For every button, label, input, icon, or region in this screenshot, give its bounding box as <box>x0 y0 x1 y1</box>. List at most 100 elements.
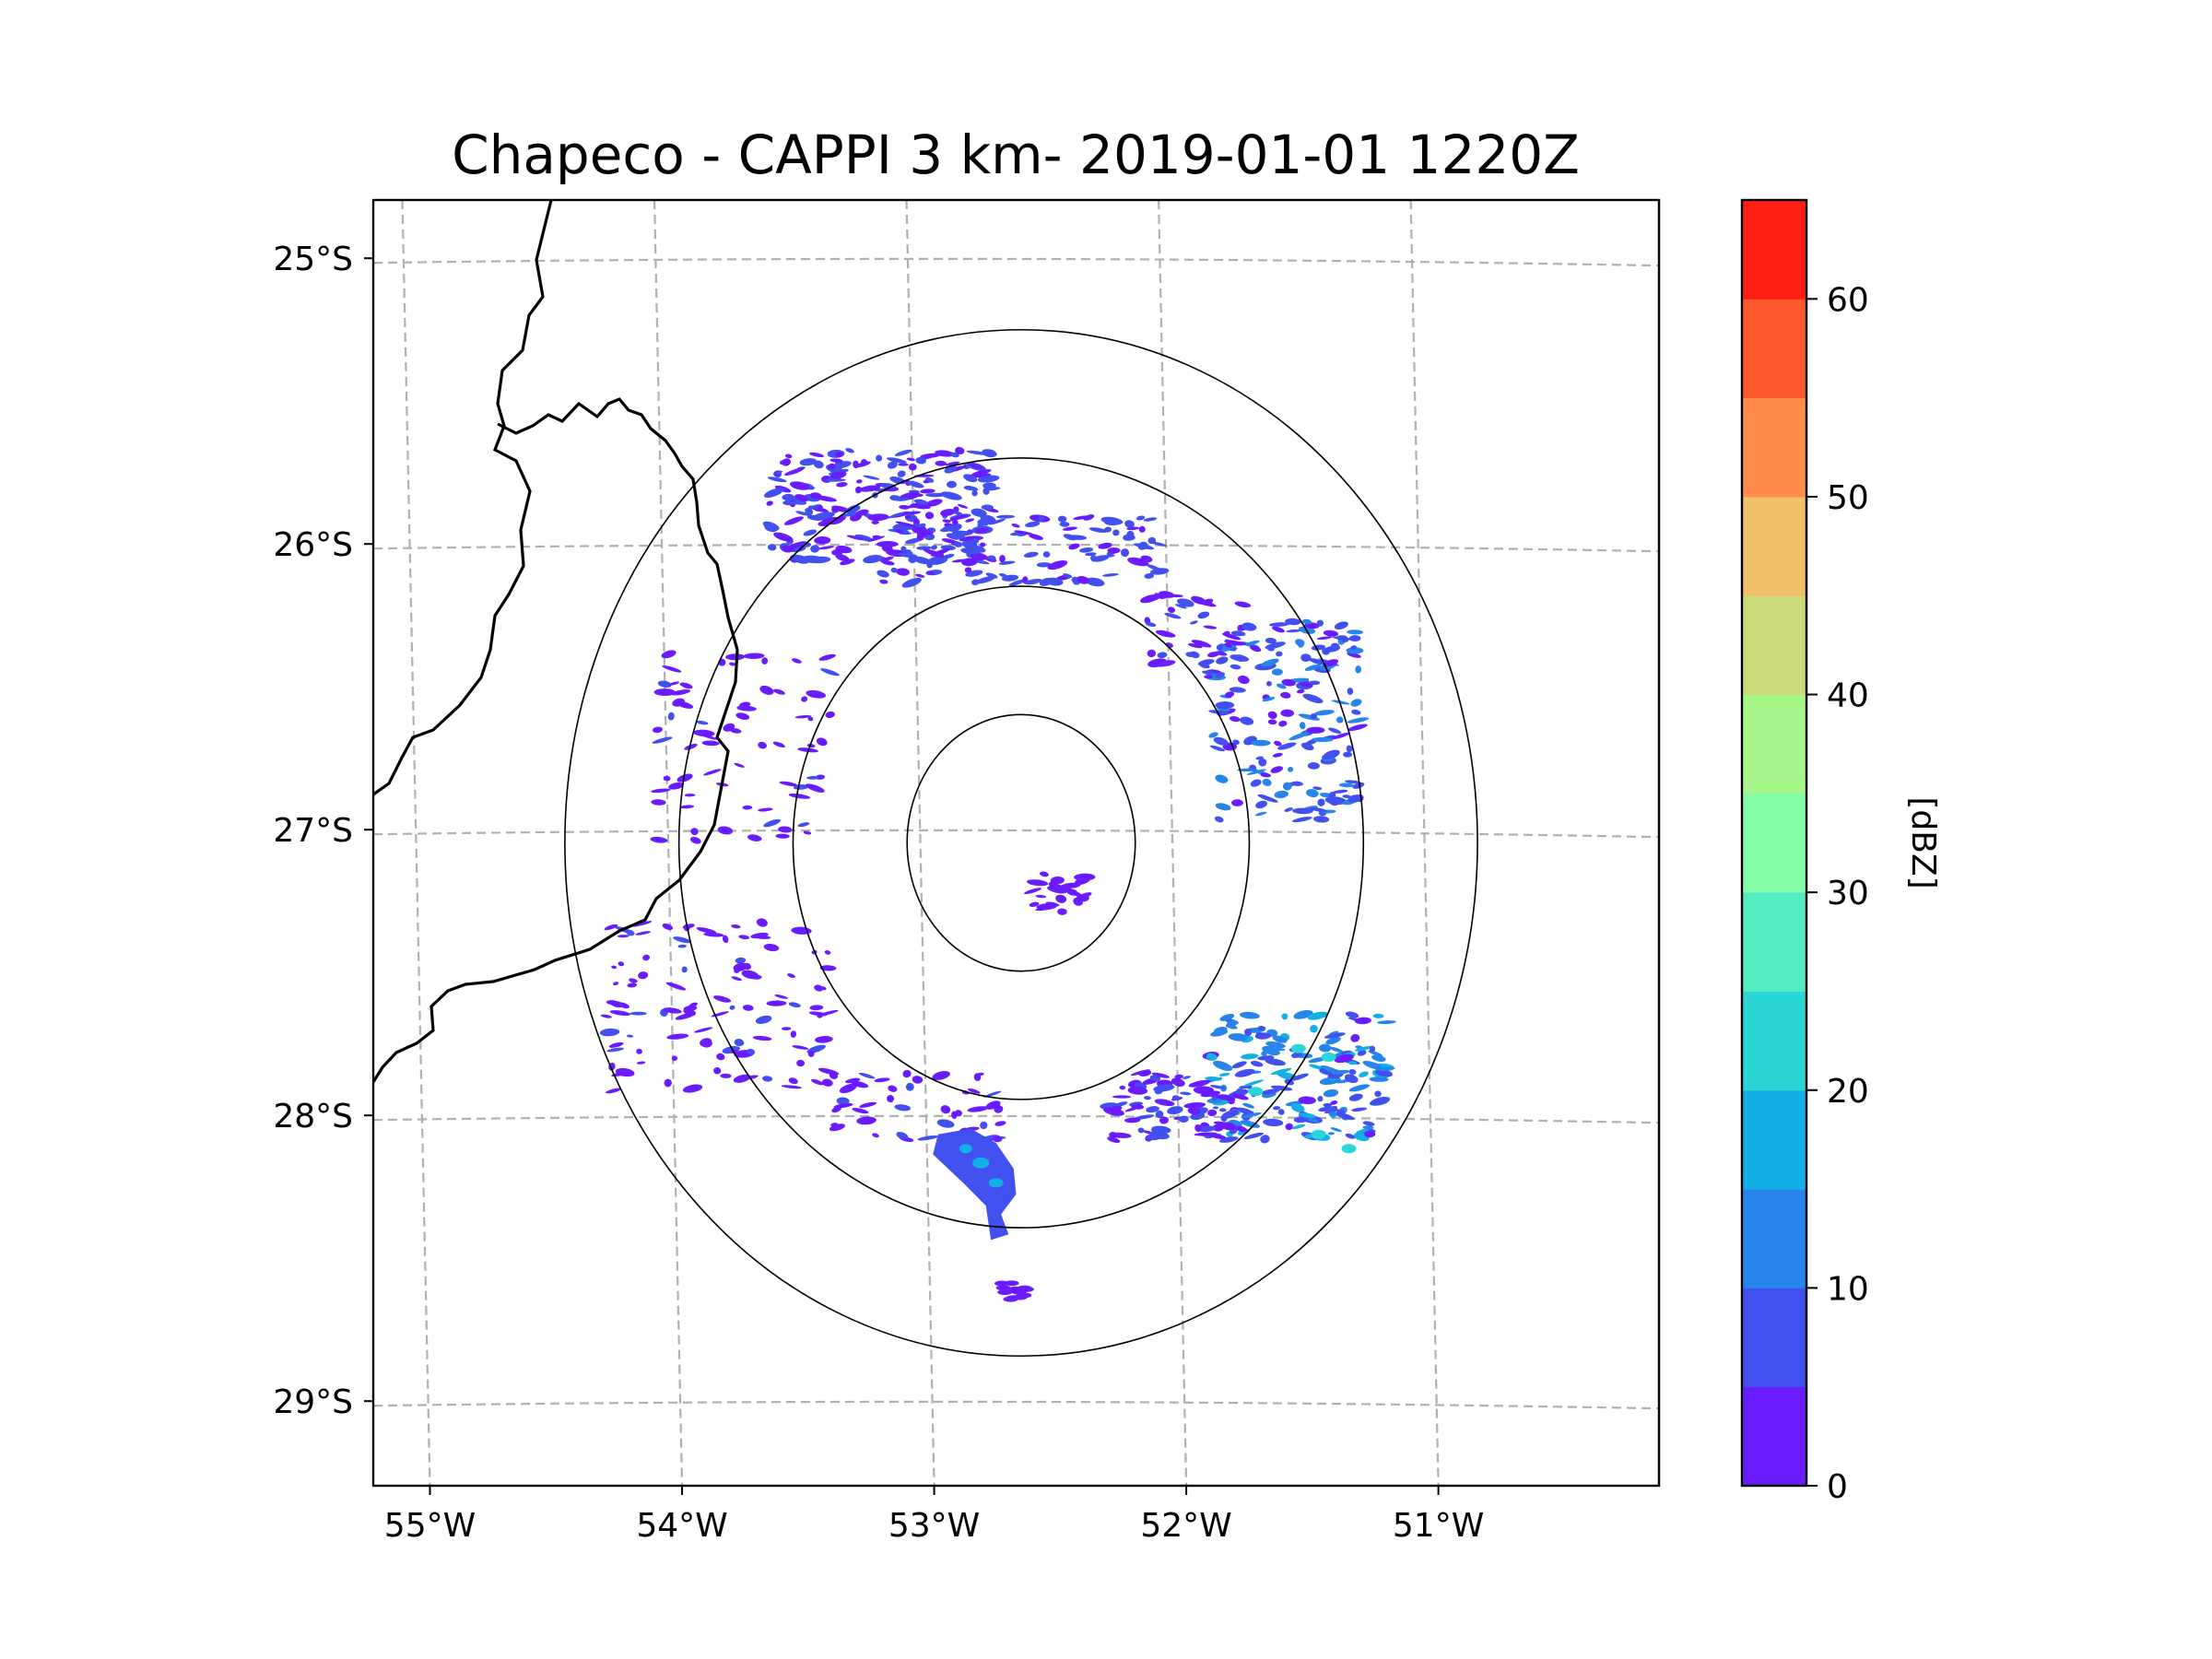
echo-speck <box>831 505 840 513</box>
echo-speck <box>1011 523 1020 528</box>
echo-speck <box>766 1000 787 1006</box>
echo-speck <box>690 828 699 836</box>
grid-meridian <box>1409 200 1440 1486</box>
echo-speck <box>743 1075 759 1080</box>
echo-speck <box>845 504 861 514</box>
echo-speck <box>904 511 922 515</box>
echo-speck <box>1155 1110 1164 1119</box>
echo-speck <box>965 518 975 523</box>
echo-speck <box>856 1116 877 1125</box>
echo-speck <box>1257 794 1278 803</box>
echo-speck <box>781 1085 803 1089</box>
echo-speck <box>897 470 906 477</box>
echo-speck <box>689 836 701 844</box>
echo-speck <box>1088 527 1108 534</box>
echo-speck <box>1246 769 1266 775</box>
echo-speck <box>1216 644 1223 651</box>
echo-speck <box>1319 1043 1332 1053</box>
echo-speck <box>1123 534 1135 541</box>
echo-speck <box>1298 713 1320 721</box>
echo-speck <box>1077 575 1090 584</box>
echo-speck <box>954 511 963 516</box>
echo-speck <box>813 460 824 469</box>
echo-speck <box>925 499 943 507</box>
echo-speck <box>1138 525 1146 533</box>
echo-speck <box>1143 517 1158 522</box>
echo-speck <box>1062 526 1077 531</box>
echo-speck <box>860 459 868 466</box>
echo-speck <box>700 1039 712 1048</box>
echo-speck <box>1324 1032 1346 1039</box>
echo-speck <box>1374 1090 1382 1098</box>
echo-speck <box>763 488 784 499</box>
border-line-north <box>373 200 553 796</box>
colorbar-bin <box>1742 793 1806 893</box>
echo-speck <box>1185 652 1194 657</box>
echo-speck <box>795 511 809 516</box>
echo-speck <box>913 499 928 505</box>
echo-speck <box>1348 1068 1357 1076</box>
echo-speck <box>1306 726 1325 734</box>
echo-speck <box>1323 629 1339 637</box>
gridlines <box>373 200 1659 1486</box>
echo-speck <box>1012 1294 1028 1300</box>
echo-speck <box>681 966 688 973</box>
echo-speck <box>1307 1011 1328 1020</box>
echo-speck <box>1215 803 1231 811</box>
echo-speck <box>1209 1085 1226 1089</box>
echo-speck <box>788 1077 798 1085</box>
echo-speck <box>1280 691 1291 699</box>
echo-speck <box>940 1105 951 1114</box>
echo-speck <box>720 1073 732 1078</box>
echo-speck <box>1200 1090 1220 1098</box>
colorbar: 0 10 20 30 40 50 60 [dBZ] <box>1740 198 1942 1506</box>
echo-speck <box>971 469 992 477</box>
echo-speck <box>662 665 682 673</box>
echo-speck <box>773 688 785 695</box>
echo-speck <box>908 463 917 471</box>
echo-speck <box>1224 640 1244 646</box>
echo-speck <box>915 573 925 578</box>
echo-speck <box>972 510 981 516</box>
echo-speck <box>917 1135 938 1141</box>
echo-speck <box>932 1071 950 1080</box>
echo-speck <box>1334 1053 1354 1064</box>
echo-speck <box>971 538 980 544</box>
echo-speck <box>1241 1112 1262 1119</box>
echo-speck <box>788 1002 801 1008</box>
echo-speck <box>968 1088 981 1094</box>
echo-speck <box>918 523 926 528</box>
echo-speck <box>807 716 814 722</box>
echo-speck <box>717 826 734 835</box>
echo-speck <box>1206 1098 1223 1104</box>
echo-speck <box>784 453 793 459</box>
chart-title: Chapeco - CAPPI 3 km- 2019-01-01 1220Z <box>452 124 1580 186</box>
echo-speck <box>1236 1107 1254 1115</box>
echo-speck <box>782 458 792 466</box>
echo-speck <box>1304 664 1322 671</box>
echo-speck <box>1135 515 1146 521</box>
echo-speck <box>1008 579 1026 586</box>
echo-speck <box>1208 1133 1227 1139</box>
echo-speck <box>888 512 905 519</box>
echo-speck <box>890 567 898 573</box>
echo-speck <box>1063 534 1077 541</box>
echo-speck <box>1063 573 1073 579</box>
echo-speck <box>694 1027 713 1033</box>
echo-speck <box>895 529 904 534</box>
echo-speck <box>1014 530 1033 535</box>
echo-speck <box>1272 1106 1281 1111</box>
echo-speck <box>642 954 651 961</box>
echo-speck <box>1224 642 1232 648</box>
echo-speck <box>1272 752 1283 758</box>
echo-speck <box>981 504 994 511</box>
echo-speck <box>825 478 846 482</box>
echo-speck <box>1057 515 1067 523</box>
echo-speck <box>841 512 860 517</box>
echo-speck <box>816 737 828 747</box>
echo-speck <box>1131 1103 1145 1110</box>
echo-speck <box>1212 1060 1233 1071</box>
echo-speck <box>1231 799 1243 806</box>
echo-speck <box>901 577 922 588</box>
echo-speck <box>858 1072 876 1079</box>
